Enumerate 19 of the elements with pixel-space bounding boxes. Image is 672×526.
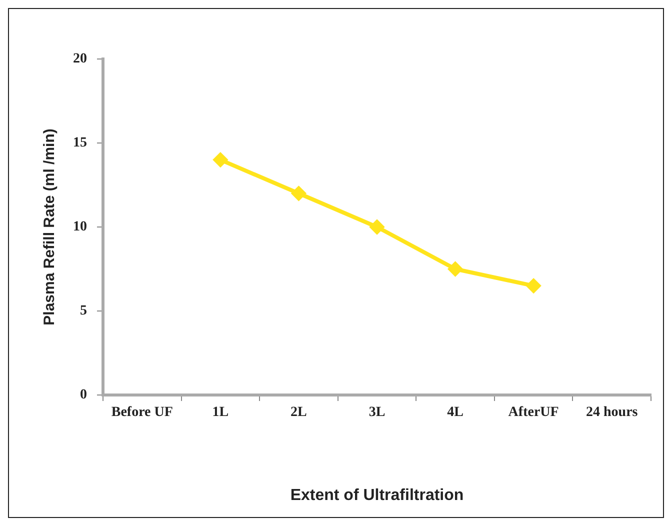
x-tick-label: Before UF: [111, 405, 173, 420]
y-tick-label: 15: [73, 136, 87, 151]
point: [213, 152, 228, 167]
x-tick-label: AfterUF: [508, 405, 559, 420]
point: [292, 186, 306, 200]
x-tick-label: 2L: [290, 405, 307, 420]
x-tick-label: 24 hours: [586, 405, 638, 420]
y-tick-label: 20: [73, 52, 87, 67]
y-tick-label: 10: [73, 220, 87, 235]
y-axis-title: Plasma Refill Rate (ml /min): [41, 128, 58, 326]
x-tick-label: 1L: [212, 405, 229, 420]
point: [448, 262, 462, 276]
x-tick-label: 3L: [368, 405, 386, 420]
point: [370, 220, 384, 234]
x-axis-title: Extent of Ultrafiltration: [290, 486, 464, 504]
point: [526, 278, 541, 293]
x-tick-label: 4L: [447, 405, 464, 420]
y-tick-label: 0: [80, 388, 87, 403]
y-tick-label: 5: [80, 304, 87, 319]
